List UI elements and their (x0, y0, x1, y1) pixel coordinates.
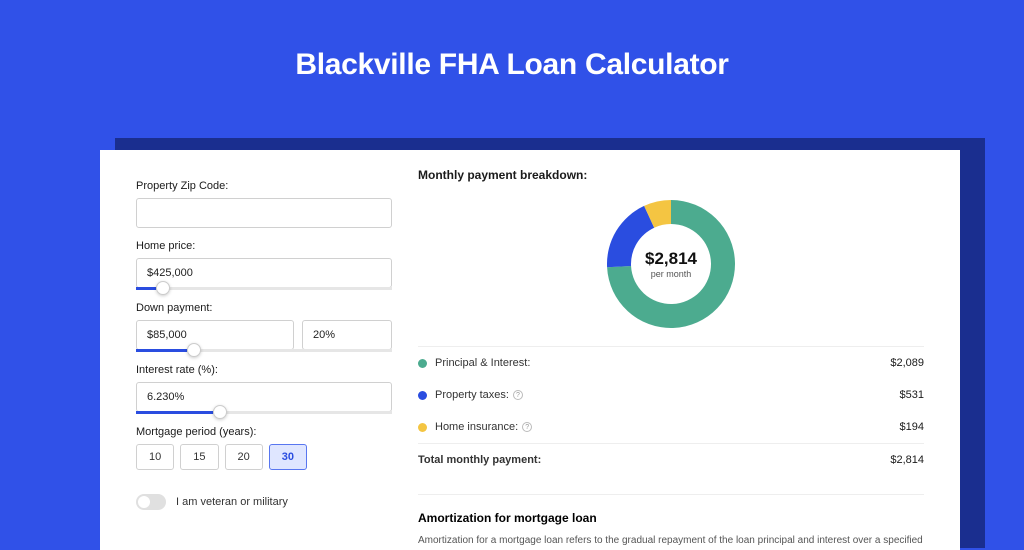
donut-chart-wrap: $2,814 per month (418, 192, 924, 346)
dot-insurance (418, 423, 427, 432)
breakdown-column: Monthly payment breakdown: $2,814 per mo… (418, 168, 924, 532)
breakdown-row-total: Total monthly payment: $2,814 (418, 443, 924, 476)
donut-chart: $2,814 per month (607, 200, 735, 328)
down-payment-amount-input[interactable] (136, 320, 294, 350)
breakdown-value-taxes: $531 (900, 389, 924, 401)
zip-input[interactable] (136, 198, 392, 228)
interest-rate-slider-fill (136, 411, 213, 414)
breakdown-label-taxes: Property taxes: (435, 389, 509, 401)
home-price-slider-fill (136, 287, 156, 290)
period-button-15[interactable]: 15 (180, 444, 218, 470)
info-icon[interactable]: ? (513, 390, 523, 400)
interest-rate-input[interactable] (136, 382, 392, 412)
interest-rate-slider[interactable] (136, 411, 392, 414)
donut-sub: per month (645, 269, 697, 279)
down-payment-slider[interactable] (136, 349, 392, 352)
dot-principal (418, 359, 427, 368)
period-button-30[interactable]: 30 (269, 444, 307, 470)
breakdown-title: Monthly payment breakdown: (418, 168, 924, 182)
home-price-label: Home price: (136, 240, 392, 252)
breakdown-row-principal: Principal & Interest: $2,089 (418, 346, 924, 379)
down-payment-slider-thumb[interactable] (187, 343, 201, 357)
veteran-label: I am veteran or military (176, 496, 288, 508)
breakdown-label-total: Total monthly payment: (418, 454, 541, 466)
veteran-toggle-knob (138, 496, 150, 508)
home-price-input[interactable] (136, 258, 392, 288)
breakdown-label-insurance: Home insurance: (435, 421, 518, 433)
amortization-text: Amortization for a mortgage loan refers … (418, 533, 924, 548)
interest-rate-slider-thumb[interactable] (213, 405, 227, 419)
down-payment-slider-fill (136, 349, 187, 352)
down-payment-label: Down payment: (136, 302, 392, 314)
breakdown-row-taxes: Property taxes: ? $531 (418, 379, 924, 411)
mortgage-period-label: Mortgage period (years): (136, 426, 392, 438)
dot-taxes (418, 391, 427, 400)
veteran-toggle[interactable] (136, 494, 166, 510)
period-button-20[interactable]: 20 (225, 444, 263, 470)
interest-rate-label: Interest rate (%): (136, 364, 392, 376)
donut-amount: $2,814 (645, 249, 697, 269)
breakdown-value-insurance: $194 (900, 421, 924, 433)
breakdown-label-principal: Principal & Interest: (435, 357, 530, 369)
zip-label: Property Zip Code: (136, 180, 392, 192)
down-payment-pct-input[interactable] (302, 320, 392, 350)
home-price-slider[interactable] (136, 287, 392, 290)
amortization-title: Amortization for mortgage loan (418, 494, 924, 525)
form-column: Property Zip Code: Home price: Down paym… (136, 168, 392, 532)
home-price-slider-thumb[interactable] (156, 281, 170, 295)
period-button-10[interactable]: 10 (136, 444, 174, 470)
breakdown-row-insurance: Home insurance: ? $194 (418, 411, 924, 443)
page-title: Blackville FHA Loan Calculator (0, 0, 1024, 110)
info-icon[interactable]: ? (522, 422, 532, 432)
breakdown-value-total: $2,814 (890, 454, 924, 466)
donut-center: $2,814 per month (645, 249, 697, 279)
breakdown-value-principal: $2,089 (890, 357, 924, 369)
calculator-card: Property Zip Code: Home price: Down paym… (100, 150, 960, 550)
